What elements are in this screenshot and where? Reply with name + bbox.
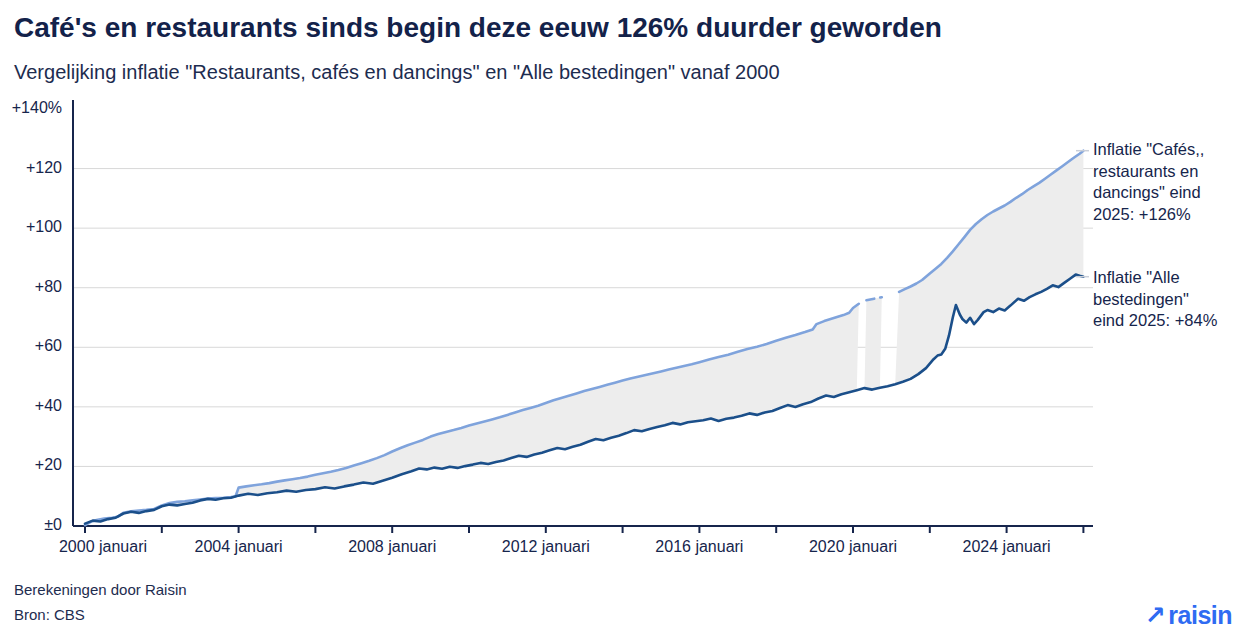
annotation-line: Inflatie "Alle <box>1093 267 1250 289</box>
footer-calculations-credit: Berekeningen door Raisin <box>14 581 187 598</box>
annotation-line: restaurants en <box>1093 161 1250 183</box>
footer-source: Bron: CBS <box>14 606 85 623</box>
x-axis-labels: 2000 januari 2004 januari 2008 januari 2012… <box>0 538 1250 562</box>
x-axis-tick-label: 2016 januari <box>655 538 743 556</box>
raisin-logo-text: raisin <box>1168 601 1232 629</box>
inflation-chart-card: Café's en restaurants sinds begin deze e… <box>0 0 1250 642</box>
raisin-logo: ↗raisin <box>1145 601 1232 630</box>
annotation-line: eind 2025: +84% <box>1093 310 1250 332</box>
x-axis-tick-label: 2012 januari <box>502 538 590 556</box>
annotation-alle-bestedingen-series: Inflatie "Alle bestedingen" eind 2025: +… <box>1093 267 1250 332</box>
y-axis-tick-label: +80 <box>2 278 62 296</box>
x-axis-tick-label: 2020 januari <box>809 538 897 556</box>
y-axis-tick-label: +60 <box>2 337 62 355</box>
y-axis-tick-label: ±0 <box>2 516 62 534</box>
annotation-line: Inflatie "Cafés,, <box>1093 139 1250 161</box>
y-axis-tick-label: +40 <box>2 397 62 415</box>
raisin-arrow-icon: ↗ <box>1145 601 1165 629</box>
annotation-line: bestedingen" <box>1093 289 1250 311</box>
y-axis-tick-label: +120 <box>2 159 62 177</box>
annotation-cafes-series: Inflatie "Cafés,, restaurants en dancing… <box>1093 139 1250 225</box>
annotation-line: 2025: +126% <box>1093 204 1250 226</box>
y-axis-tick-label: +20 <box>2 456 62 474</box>
x-axis-tick-label: 2024 januari <box>963 538 1051 556</box>
y-axis-tick-label: +100 <box>2 218 62 236</box>
fill-between-series <box>865 297 882 389</box>
x-axis-tick-label: 2000 januari <box>59 538 147 556</box>
fill-between-series <box>895 151 1083 385</box>
y-axis-tick-label: +140% <box>2 99 62 117</box>
x-axis-tick-label: 2004 januari <box>195 538 283 556</box>
x-axis-tick-label: 2008 januari <box>348 538 436 556</box>
annotation-line: dancings" eind <box>1093 182 1250 204</box>
